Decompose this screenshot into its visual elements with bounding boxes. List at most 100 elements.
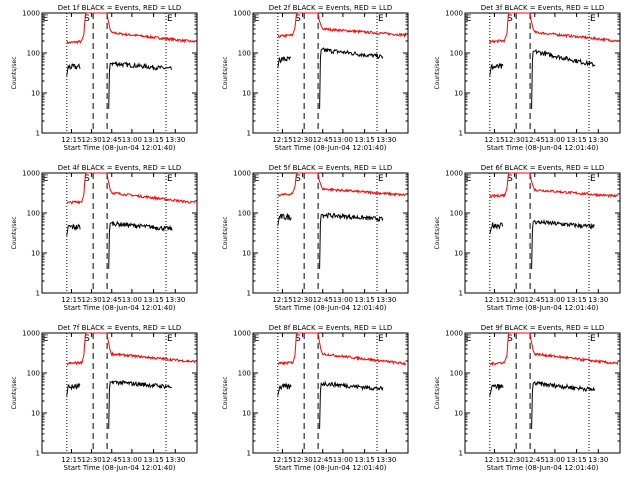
x-tick-label: 12:15 (61, 456, 81, 464)
y-tick-label: 1000 (445, 330, 463, 338)
x-tick-label: 12:45 (313, 296, 333, 304)
y-tick-label: 10 (454, 250, 463, 258)
y-tick-label: 1000 (445, 10, 463, 18)
y-tick-label: 1 (459, 450, 463, 458)
y-tick-label: 1 (247, 290, 251, 298)
y-axis-label: Counts/sec (434, 56, 441, 89)
x-tick-label: 12:45 (102, 296, 122, 304)
marker-s: S (507, 174, 513, 184)
x-axis-label: Start Time (08-Jun-04 12:01:40) (487, 304, 599, 312)
y-axis-label: Counts/sec (11, 56, 18, 89)
x-tick-label: 12:45 (313, 136, 333, 144)
marker-s: S (295, 334, 301, 344)
y-axis-label: Counts/sec (222, 376, 229, 409)
y-axis-label: Counts/sec (11, 376, 18, 409)
x-tick-label: 12:45 (525, 456, 545, 464)
x-tick-label: 12:15 (484, 456, 504, 464)
x-tick-label: 12:30 (82, 456, 102, 464)
marker-e-left: E (466, 174, 472, 184)
plot-panel-2: Det 2f BLACK = Events, RED = LLD 1 10 100 10… (222, 4, 409, 152)
x-tick-label: 13:30 (376, 456, 396, 464)
x-tick-label: 12:30 (82, 136, 102, 144)
x-tick-label: 13:15 (355, 456, 375, 464)
series-lld-red-line (66, 332, 196, 366)
x-tick-label: 13:30 (588, 136, 608, 144)
marker-e-right: E (378, 334, 384, 344)
y-tick-label: 1 (247, 130, 251, 138)
marker-e-left: E (254, 334, 260, 344)
x-tick-label: 12:30 (293, 296, 313, 304)
y-tick-label: 1000 (22, 10, 40, 18)
plot-panel-3: Det 3f BLACK = Events, RED = LLD 1 10 100 10… (434, 4, 621, 152)
plot-title: Det 4f BLACK = Events, RED = LLD (58, 164, 181, 172)
x-tick-label: 13:00 (333, 456, 353, 464)
x-tick-label: 12:45 (525, 136, 545, 144)
y-tick-label: 100 (238, 50, 251, 58)
x-axis-label: Start Time (08-Jun-04 12:01:40) (487, 144, 599, 152)
plot-frame (252, 12, 409, 134)
y-tick-label: 10 (454, 410, 463, 418)
x-tick-label: 12:15 (61, 136, 81, 144)
series-events-black-line-pre (66, 63, 81, 76)
x-tick-label: 12:15 (272, 456, 292, 464)
x-axis-label: Start Time (08-Jun-04 12:01:40) (487, 464, 599, 472)
x-tick-label: 12:30 (82, 296, 102, 304)
y-tick-label: 1000 (233, 330, 251, 338)
marker-e-left: E (466, 14, 472, 24)
x-tick-label: 12:45 (313, 456, 333, 464)
marker-e-left: E (466, 334, 472, 344)
plot-frame (464, 172, 621, 294)
y-tick-label: 100 (27, 210, 40, 218)
series-events-black-line-post (319, 380, 384, 429)
plot-title: Det 1f BLACK = Events, RED = LLD (58, 4, 181, 12)
x-tick-label: 13:15 (355, 136, 375, 144)
marker-e-right: E (590, 334, 596, 344)
y-tick-label: 100 (450, 50, 463, 58)
series-events-black-line-post (319, 47, 384, 109)
x-tick-label: 13:30 (588, 456, 608, 464)
plot-panel-9: Det 9f BLACK = Events, RED = LLD 1 10 100 10… (434, 324, 621, 472)
x-tick-label: 13:15 (567, 296, 587, 304)
plot-panel-6: Det 6f BLACK = Events, RED = LLD 1 10 100 10… (434, 164, 621, 312)
series-events-black-line-post (108, 60, 173, 109)
y-tick-label: 100 (450, 370, 463, 378)
plot-frame (252, 332, 409, 454)
plot-panel-1: Det 1f BLACK = Events, RED = LLD 1 10 100 10… (11, 4, 198, 152)
y-tick-label: 10 (242, 410, 251, 418)
series-events-black-line-post (531, 380, 596, 429)
y-axis-label: Counts/sec (434, 216, 441, 249)
marker-e-left: E (254, 174, 260, 184)
marker-s: S (295, 14, 301, 24)
y-tick-label: 10 (31, 90, 40, 98)
x-axis-label: Start Time (08-Jun-04 12:01:40) (275, 464, 387, 472)
series-lld-red-line (66, 172, 196, 205)
series-events-black-line-pre (277, 56, 292, 69)
x-tick-label: 12:15 (484, 296, 504, 304)
marker-e-left: E (43, 14, 49, 24)
x-tick-label: 12:30 (293, 456, 313, 464)
x-tick-label: 12:30 (505, 136, 525, 144)
plot-title: Det 8f BLACK = Events, RED = LLD (269, 324, 392, 332)
y-tick-label: 1000 (22, 170, 40, 178)
plot-panel-7: Det 7f BLACK = Events, RED = LLD 1 10 100 10… (11, 324, 198, 472)
y-tick-label: 100 (27, 370, 40, 378)
x-tick-label: 13:30 (376, 136, 396, 144)
x-tick-label: 13:15 (144, 296, 164, 304)
y-tick-label: 10 (242, 90, 251, 98)
plot-frame (41, 332, 198, 454)
series-events-black-line-pre (277, 212, 292, 226)
x-axis-label: Start Time (08-Jun-04 12:01:40) (275, 144, 387, 152)
y-axis-label: Counts/sec (222, 216, 229, 249)
x-tick-label: 13:30 (165, 296, 185, 304)
y-tick-label: 1000 (445, 170, 463, 178)
marker-s: S (84, 14, 90, 24)
x-tick-label: 12:45 (102, 136, 122, 144)
plot-frame (41, 12, 198, 134)
plot-title: Det 5f BLACK = Events, RED = LLD (269, 164, 392, 172)
x-tick-label: 12:15 (272, 296, 292, 304)
x-tick-label: 13:30 (588, 296, 608, 304)
y-axis-label: Counts/sec (222, 56, 229, 89)
marker-e-right: E (590, 174, 596, 184)
y-tick-label: 1 (459, 290, 463, 298)
